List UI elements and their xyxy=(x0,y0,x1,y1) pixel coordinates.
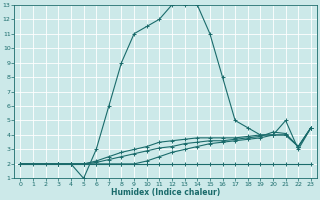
X-axis label: Humidex (Indice chaleur): Humidex (Indice chaleur) xyxy=(111,188,220,197)
